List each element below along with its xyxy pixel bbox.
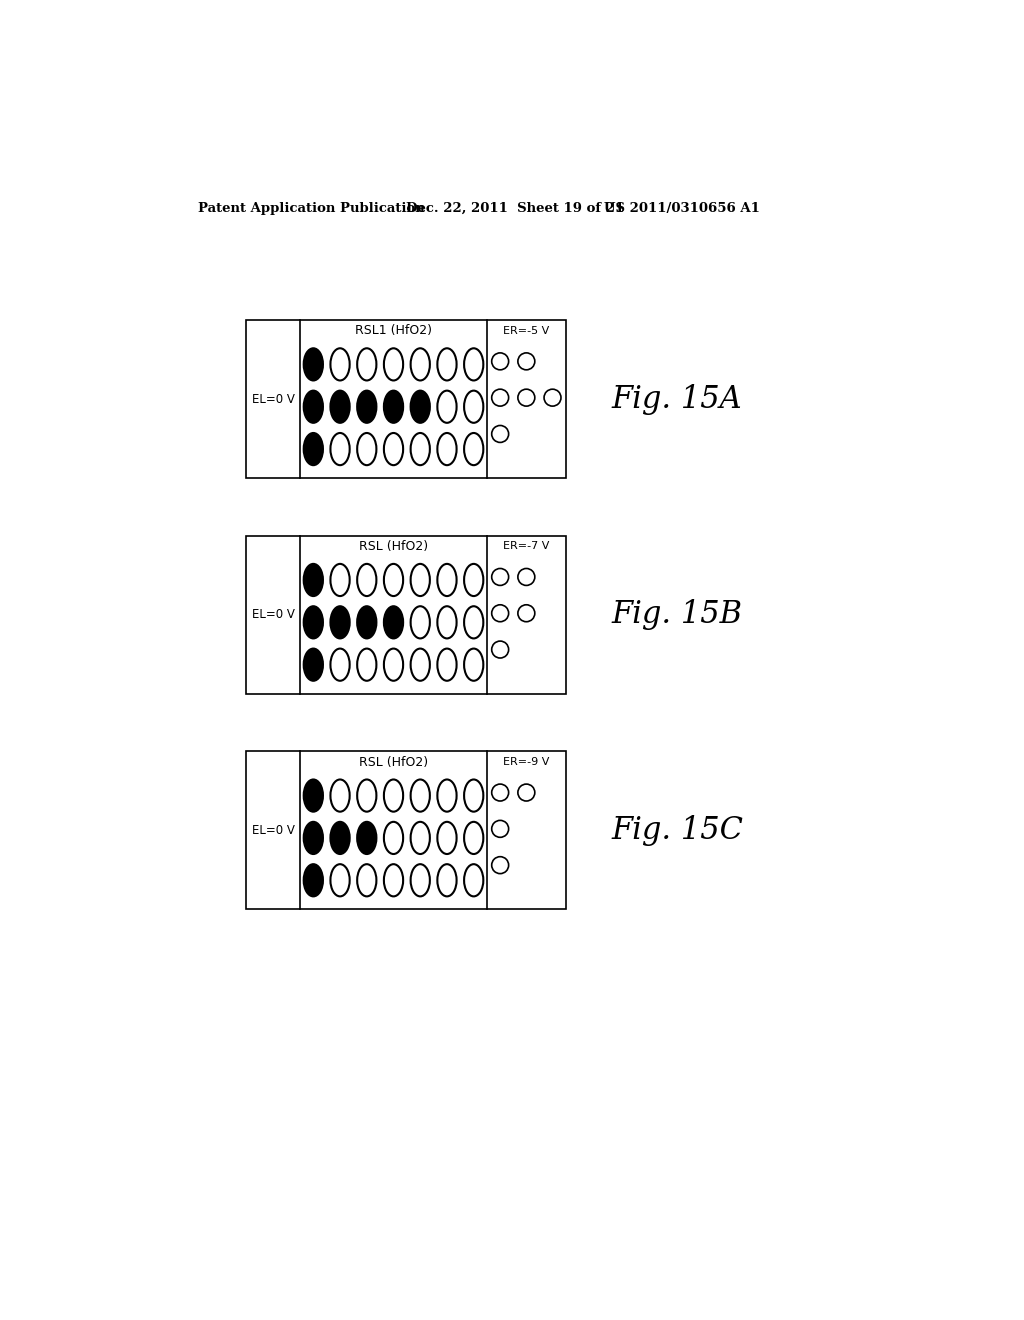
Ellipse shape [437, 564, 457, 597]
Ellipse shape [357, 780, 377, 812]
Circle shape [518, 352, 535, 370]
Ellipse shape [384, 780, 403, 812]
Ellipse shape [437, 391, 457, 422]
Ellipse shape [331, 348, 349, 380]
Bar [246, 751, 565, 909]
Ellipse shape [437, 865, 457, 896]
Ellipse shape [357, 822, 377, 854]
Ellipse shape [437, 348, 457, 380]
Ellipse shape [411, 564, 430, 597]
Ellipse shape [357, 606, 377, 639]
Text: EL=0 V: EL=0 V [252, 609, 295, 622]
Circle shape [492, 425, 509, 442]
Ellipse shape [464, 865, 483, 896]
Text: EL=0 V: EL=0 V [252, 824, 295, 837]
Ellipse shape [357, 865, 377, 896]
Text: EL=0 V: EL=0 V [252, 392, 295, 405]
Bar [246, 321, 565, 478]
Ellipse shape [384, 433, 403, 465]
Text: Fig. 15A: Fig. 15A [611, 384, 742, 414]
Ellipse shape [464, 564, 483, 597]
Ellipse shape [384, 564, 403, 597]
Ellipse shape [304, 348, 323, 380]
Text: ER=-7 V: ER=-7 V [503, 541, 550, 552]
Ellipse shape [464, 391, 483, 422]
Ellipse shape [304, 865, 323, 896]
Ellipse shape [464, 433, 483, 465]
Ellipse shape [331, 780, 349, 812]
Ellipse shape [384, 648, 403, 681]
Ellipse shape [357, 564, 377, 597]
Ellipse shape [304, 822, 323, 854]
Ellipse shape [464, 348, 483, 380]
Circle shape [492, 857, 509, 874]
Ellipse shape [411, 865, 430, 896]
Ellipse shape [331, 564, 349, 597]
Circle shape [544, 389, 561, 407]
Ellipse shape [384, 348, 403, 380]
Circle shape [492, 569, 509, 586]
Ellipse shape [331, 391, 349, 422]
Ellipse shape [304, 606, 323, 639]
Text: RSL1 (HfO2): RSL1 (HfO2) [355, 325, 432, 338]
Ellipse shape [357, 391, 377, 422]
Ellipse shape [304, 433, 323, 465]
Ellipse shape [304, 780, 323, 812]
Circle shape [518, 784, 535, 801]
Ellipse shape [411, 391, 430, 422]
Text: ER=-5 V: ER=-5 V [503, 326, 550, 335]
Ellipse shape [437, 648, 457, 681]
Ellipse shape [384, 606, 403, 639]
Text: RSL (HfO2): RSL (HfO2) [359, 540, 428, 553]
Ellipse shape [384, 822, 403, 854]
Ellipse shape [357, 348, 377, 380]
Circle shape [492, 389, 509, 407]
Ellipse shape [384, 391, 403, 422]
Text: ER=-9 V: ER=-9 V [503, 758, 550, 767]
Circle shape [492, 352, 509, 370]
Ellipse shape [411, 822, 430, 854]
Ellipse shape [331, 648, 349, 681]
Ellipse shape [464, 648, 483, 681]
Text: Dec. 22, 2011  Sheet 19 of 21: Dec. 22, 2011 Sheet 19 of 21 [407, 202, 625, 215]
Circle shape [518, 389, 535, 407]
Ellipse shape [304, 648, 323, 681]
Circle shape [492, 605, 509, 622]
Text: RSL (HfO2): RSL (HfO2) [359, 755, 428, 768]
Bar [246, 536, 565, 693]
Circle shape [518, 569, 535, 586]
Text: Fig. 15C: Fig. 15C [611, 814, 743, 846]
Ellipse shape [331, 433, 349, 465]
Circle shape [518, 605, 535, 622]
Ellipse shape [331, 865, 349, 896]
Ellipse shape [411, 433, 430, 465]
Text: Fig. 15B: Fig. 15B [611, 599, 742, 630]
Ellipse shape [331, 822, 349, 854]
Ellipse shape [304, 564, 323, 597]
Ellipse shape [411, 348, 430, 380]
Ellipse shape [304, 391, 323, 422]
Ellipse shape [411, 648, 430, 681]
Ellipse shape [331, 606, 349, 639]
Ellipse shape [437, 606, 457, 639]
Circle shape [492, 642, 509, 659]
Ellipse shape [464, 606, 483, 639]
Ellipse shape [411, 606, 430, 639]
Text: US 2011/0310656 A1: US 2011/0310656 A1 [604, 202, 760, 215]
Ellipse shape [437, 433, 457, 465]
Circle shape [492, 784, 509, 801]
Ellipse shape [357, 433, 377, 465]
Ellipse shape [411, 780, 430, 812]
Ellipse shape [464, 780, 483, 812]
Ellipse shape [357, 648, 377, 681]
Ellipse shape [384, 865, 403, 896]
Ellipse shape [437, 780, 457, 812]
Ellipse shape [464, 822, 483, 854]
Ellipse shape [437, 822, 457, 854]
Circle shape [492, 821, 509, 837]
Text: Patent Application Publication: Patent Application Publication [199, 202, 425, 215]
